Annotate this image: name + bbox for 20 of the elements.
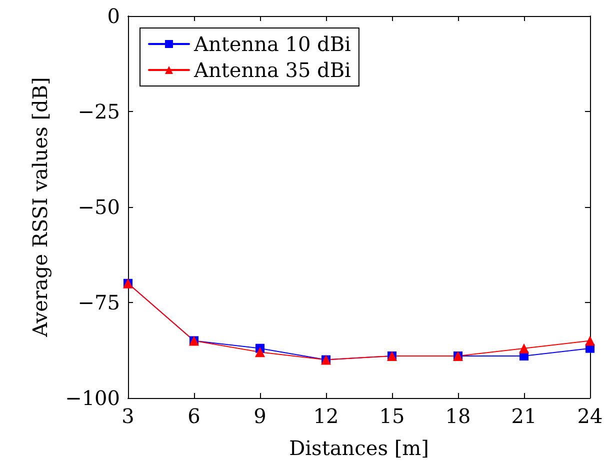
point [585,336,595,346]
x-tick-label: 3 [122,404,134,428]
y-tick-label: 0 [107,4,120,28]
x-tick-label: 12 [313,404,339,428]
y-tick-label: −100 [65,386,120,410]
x-tick-label: 9 [254,404,266,428]
legend-label: Antenna 35 dBi [193,58,351,82]
y-axis-title: Average RSSI values [dB] [28,77,52,338]
x-tick-label: 24 [577,404,603,428]
y-tick-label: −75 [78,290,120,314]
x-tick-label: 6 [188,404,200,428]
y-tick-label: −25 [78,100,120,124]
point [255,347,265,358]
x-tick-label: 18 [445,404,471,428]
point [519,343,529,354]
x-axis-title: Distances [m] [289,436,429,460]
y-tick-label: −50 [78,195,120,219]
x-tick-label: 21 [511,404,537,428]
legend-label: Antenna 10 dBi [193,32,351,56]
x-tick-label: 15 [379,404,405,428]
